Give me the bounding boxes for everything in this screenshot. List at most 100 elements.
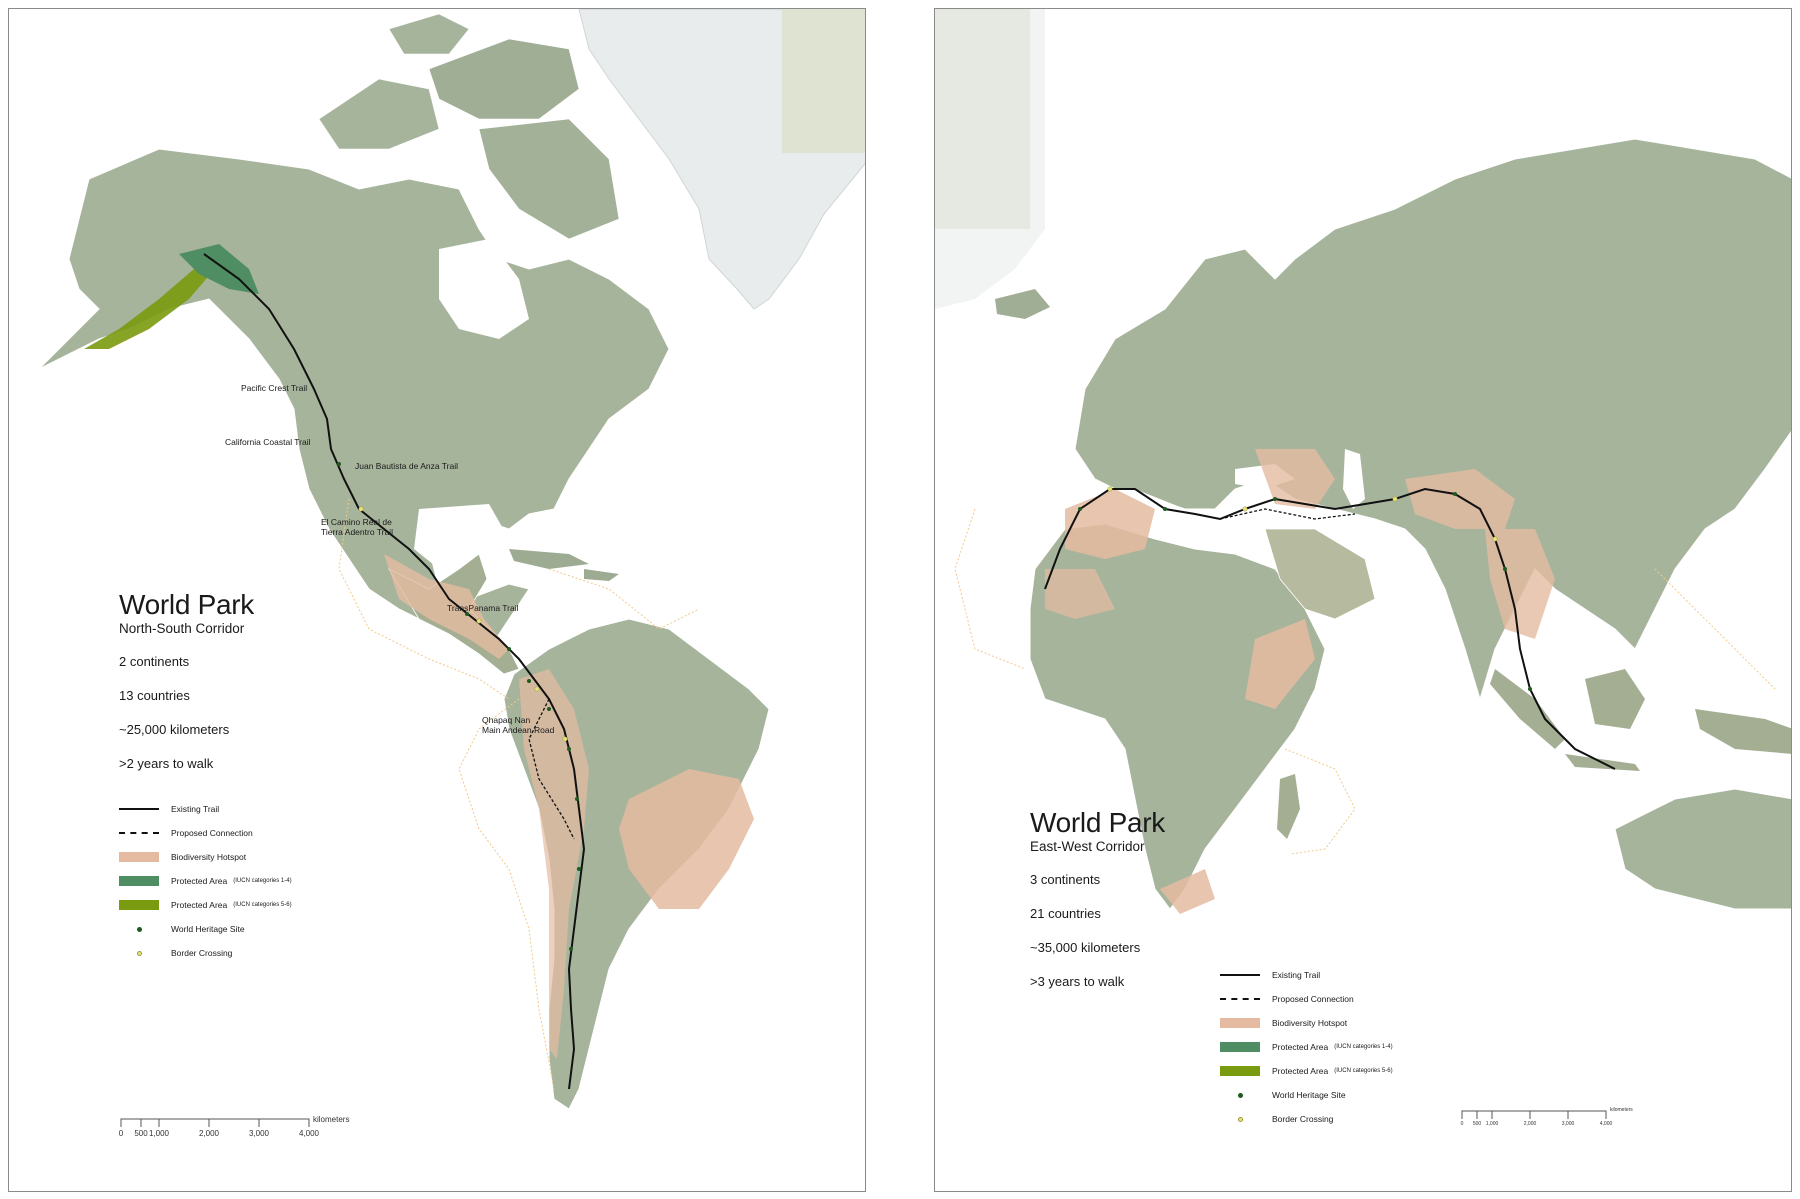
scale-tick: 1,000	[148, 1129, 170, 1138]
left-legend: Existing Trail Proposed Connection Biodi…	[119, 797, 292, 965]
scale-tick: 2,000	[198, 1129, 220, 1138]
map-title: World Park	[1030, 807, 1165, 838]
left-scalebar: kilometers 0 500 1,000 2,000 3,000 4,000	[119, 1115, 379, 1139]
scale-tick: 500	[134, 1129, 148, 1138]
gulf-of-mexico	[414, 504, 509, 569]
stat-duration: >3 years to walk	[1030, 974, 1125, 989]
scale-tick: 4,000	[298, 1129, 320, 1138]
caspian-sea	[1343, 449, 1365, 509]
trail-label-main-andean: Main Andean Road	[482, 725, 555, 735]
legend-border-crossing: Border Crossing	[119, 941, 292, 965]
legend-existing-trail: Existing Trail	[1220, 963, 1393, 987]
hotspot-mediterranean	[1065, 489, 1155, 559]
hotspot-indochina	[1485, 529, 1555, 639]
greenland-inset-box	[782, 9, 865, 153]
trail-proposed-segment	[528, 698, 575, 840]
arctic-island	[428, 38, 580, 120]
border-crossings	[1107, 486, 1498, 542]
legend-protected-5-6: Protected Area (IUCN categories 5-6)	[1220, 1059, 1393, 1083]
greenland-landmass	[935, 9, 1045, 309]
arctic-island	[388, 13, 470, 55]
scale-tick: 0	[1460, 1121, 1464, 1127]
trail-label-anza: Juan Bautista de Anza Trail	[355, 461, 459, 471]
map-subtitle: East-West Corridor	[1030, 839, 1145, 854]
trail-proposed-segment	[1219, 508, 1356, 520]
legend-protected-1-4: Protected Area (IUCN categories 1-4)	[119, 869, 292, 893]
borneo-island	[1585, 669, 1645, 729]
legend-protected-1-4: Protected Area (IUCN categories 1-4)	[1220, 1035, 1393, 1059]
map-title: World Park	[119, 589, 254, 620]
scale-tick: 500	[1472, 1121, 1482, 1127]
iceland	[995, 289, 1050, 319]
ocean-corridor-line	[1284, 748, 1356, 855]
stat-distance: ~35,000 kilometers	[1030, 940, 1141, 955]
legend-world-heritage: World Heritage Site	[119, 917, 292, 941]
hotspot-caucasus	[1255, 449, 1335, 509]
right-info-block: World Park East-West Corridor 3 continen…	[1030, 807, 1165, 1008]
ocean-corridor-line	[954, 508, 1026, 670]
new-guinea-island	[1695, 709, 1791, 754]
trail-north-south	[203, 253, 586, 1090]
border-crossings	[358, 506, 568, 742]
heritage-sites	[1078, 492, 1532, 691]
protected-alaska-core	[179, 244, 259, 294]
africa-landmass	[1029, 523, 1326, 910]
trail-label-camino-real-1: El Camino Real de	[321, 517, 392, 527]
left-info-block: World Park North-South Corridor 2 contin…	[119, 589, 254, 790]
scale-tick: 1,000	[1485, 1121, 1499, 1127]
map-subtitle: North-South Corridor	[119, 621, 245, 636]
stat-distance: ~25,000 kilometers	[119, 722, 230, 737]
hotspot-himalaya	[1405, 469, 1515, 529]
arctic-island	[478, 118, 620, 240]
legend-biodiversity-hotspot: Biodiversity Hotspot	[1220, 1011, 1393, 1035]
scale-tick: 3,000	[1561, 1121, 1575, 1127]
scale-tick: 3,000	[248, 1129, 270, 1138]
legend-protected-5-6: Protected Area (IUCN categories 5-6)	[119, 893, 292, 917]
americas-map	[38, 9, 865, 1110]
trail-east-west	[1044, 487, 1616, 770]
scalebar-graphic	[1461, 1110, 1607, 1119]
madagascar	[1277, 774, 1300, 839]
scalebar-unit: kilometers	[313, 1115, 350, 1124]
scale-tick: 2,000	[1523, 1121, 1537, 1127]
ocean-corridor-line	[458, 698, 555, 1090]
ocean-corridor-line	[1654, 568, 1776, 690]
hotspot-mesoamerica	[384, 554, 509, 659]
legend-biodiversity-hotspot: Biodiversity Hotspot	[119, 845, 292, 869]
north-south-map-panel: Pacific Crest Trail California Coastal T…	[8, 8, 866, 1192]
trail-label-transpanama: TransPanama Trail	[447, 603, 519, 613]
trail-label-camino-real-2: Tierra Adentro Trail	[321, 527, 393, 537]
stat-countries: 13 countries	[119, 688, 190, 703]
caribbean-island	[584, 569, 619, 581]
hotspot-brazil	[619, 769, 754, 909]
scalebar-graphic	[120, 1118, 310, 1127]
stat-continents: 3 continents	[1030, 872, 1101, 887]
trail-label-qhapaq-nan: Qhapaq Nan	[482, 715, 531, 725]
scalebar-unit: kilometers	[1610, 1107, 1633, 1113]
hotspot-andes	[519, 669, 589, 1059]
legend-proposed-connection: Proposed Connection	[119, 821, 292, 845]
sumatra-island	[1490, 669, 1565, 749]
legend-existing-trail: Existing Trail	[119, 797, 292, 821]
legend-world-heritage: World Heritage Site	[1220, 1083, 1393, 1107]
heritage-sites	[337, 462, 581, 951]
arabian-peninsula	[1264, 528, 1376, 620]
ocean-corridor-line	[338, 498, 510, 700]
right-legend: Existing Trail Proposed Connection Biodi…	[1220, 963, 1393, 1131]
right-scalebar: kilometers 0 500 1,000 2,000 3,000 4,000	[1460, 1107, 1680, 1131]
stat-countries: 21 countries	[1030, 906, 1101, 921]
stat-duration: >2 years to walk	[119, 756, 214, 771]
legend-proposed-connection: Proposed Connection	[1220, 987, 1393, 1011]
legend-border-crossing: Border Crossing	[1220, 1107, 1393, 1131]
hotspot-southern-africa	[1160, 869, 1215, 914]
ocean-corridor-line	[548, 568, 700, 630]
caribbean-island	[509, 549, 589, 569]
hotspot-horn-of-africa	[1245, 619, 1315, 709]
hotspot-west-africa	[1045, 569, 1115, 619]
stat-continents: 2 continents	[119, 654, 190, 669]
eurasia-africa-map	[935, 9, 1791, 914]
trail-label-pacific-crest: Pacific Crest Trail	[241, 383, 308, 393]
trail-label-california-coastal: California Coastal Trail	[225, 437, 311, 447]
scale-tick: 4,000	[1599, 1121, 1613, 1127]
east-west-map-panel: World Park East-West Corridor 3 continen…	[934, 8, 1792, 1192]
